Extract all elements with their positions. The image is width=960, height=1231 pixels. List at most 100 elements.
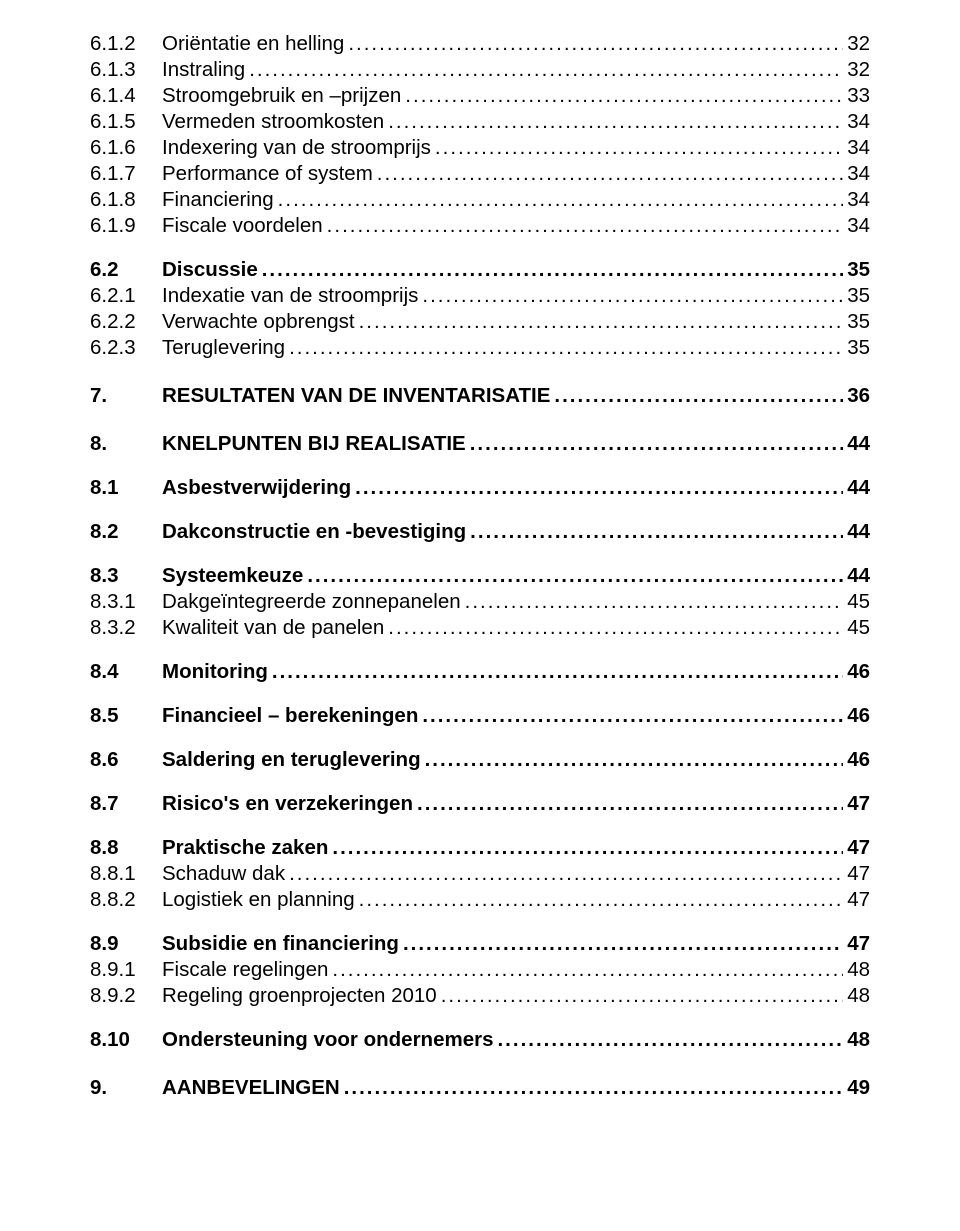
- toc-entry-label: RESULTATEN VAN DE INVENTARISATIE: [162, 384, 554, 408]
- toc-entry-label: Indexering van de stroomprijs: [162, 136, 435, 160]
- toc-entry-number: 8.9.2: [90, 984, 162, 1008]
- toc-leader-dots: [272, 660, 843, 684]
- toc-entry-label: Fiscale voordelen: [162, 214, 327, 238]
- toc-leader-dots: [554, 384, 843, 408]
- toc-entry-label: Regeling groenprojecten 2010: [162, 984, 441, 1008]
- toc-entry-label: Instraling: [162, 58, 249, 82]
- toc-entry-page: 47: [843, 836, 870, 860]
- toc-entry-label: Saldering en teruglevering: [162, 748, 425, 772]
- toc-leader-dots: [441, 984, 844, 1008]
- toc-entry-label: Systeemkeuze: [162, 564, 307, 588]
- toc-leader-dots: [332, 958, 843, 982]
- toc-entry: 6.2.1Indexatie van de stroomprijs35: [90, 284, 870, 308]
- toc-entry-page: 45: [843, 616, 870, 640]
- toc-leader-dots: [422, 284, 843, 308]
- toc-entry: 8.9Subsidie en financiering47: [90, 932, 870, 956]
- toc-entry: 6.1.5Vermeden stroomkosten 34: [90, 110, 870, 134]
- toc-entry-page: 48: [843, 958, 870, 982]
- toc-entry-label: Dakgeïntegreerde zonnepanelen: [162, 590, 465, 614]
- toc-entry-label: KNELPUNTEN BIJ REALISATIE: [162, 432, 470, 456]
- toc-entry-number: 8.5: [90, 704, 162, 728]
- toc-leader-dots: [355, 476, 843, 500]
- toc-entry-label: Logistiek en planning: [162, 888, 359, 912]
- toc-entry-number: 8.3.2: [90, 616, 162, 640]
- toc-leader-dots: [262, 258, 843, 282]
- toc-leader-dots: [307, 564, 843, 588]
- toc-entry-page: 35: [843, 258, 870, 282]
- toc-entry-page: 32: [843, 32, 870, 56]
- toc-leader-dots: [405, 84, 843, 108]
- toc-leader-dots: [359, 310, 844, 334]
- toc-entry: 8.10Ondersteuning voor ondernemers48: [90, 1028, 870, 1052]
- toc-entry: 6.1.8Financiering34: [90, 188, 870, 212]
- toc-entry-number: 8.6: [90, 748, 162, 772]
- toc-entry-label: Indexatie van de stroomprijs: [162, 284, 422, 308]
- toc-leader-dots: [470, 520, 843, 544]
- toc-entry: 6.2Discussie35: [90, 258, 870, 282]
- toc-entry: 8.9.1Fiscale regelingen48: [90, 958, 870, 982]
- toc-leader-dots: [289, 336, 843, 360]
- toc-entry-label: Kwaliteit van de panelen: [162, 616, 388, 640]
- toc-entry-page: 44: [843, 564, 870, 588]
- toc-entry: 6.1.6Indexering van de stroomprijs34: [90, 136, 870, 160]
- toc-entry-label: Monitoring: [162, 660, 272, 684]
- toc-leader-dots: [359, 888, 844, 912]
- toc-entry: 8.8.1Schaduw dak47: [90, 862, 870, 886]
- toc-entry-label: Subsidie en financiering: [162, 932, 403, 956]
- toc-entry: 6.2.2Verwachte opbrengst35: [90, 310, 870, 334]
- toc-leader-dots: [470, 432, 843, 456]
- toc-entry: 8.7Risico's en verzekeringen47: [90, 792, 870, 816]
- toc-entry-number: 6.1.5: [90, 110, 162, 134]
- toc-entry-number: 6.1.9: [90, 214, 162, 238]
- toc-entry-page: 48: [843, 1028, 870, 1052]
- toc-entry: 6.2.3Teruglevering35: [90, 336, 870, 360]
- toc-entry-label: Performance of system: [162, 162, 377, 186]
- toc-leader-dots: [422, 704, 843, 728]
- toc-entry-label: Dakconstructie en -bevestiging: [162, 520, 470, 544]
- toc-entry-page: 34: [843, 110, 870, 134]
- toc-entry-label: Risico's en verzekeringen: [162, 792, 417, 816]
- toc-leader-dots: [435, 136, 843, 160]
- toc-entry: 8.8Praktische zaken47: [90, 836, 870, 860]
- toc-leader-dots: [278, 188, 844, 212]
- toc-entry-number: 7.: [90, 384, 162, 408]
- toc-entry-number: 8.4: [90, 660, 162, 684]
- toc-entry: 8.9.2Regeling groenprojecten 2010 48: [90, 984, 870, 1008]
- toc-entry-label: Asbestverwijdering: [162, 476, 355, 500]
- toc-entry-number: 6.1.2: [90, 32, 162, 56]
- toc-entry-number: 6.2.1: [90, 284, 162, 308]
- toc-entry-page: 35: [843, 336, 870, 360]
- toc-entry-number: 8.3: [90, 564, 162, 588]
- toc-leader-dots: [388, 616, 843, 640]
- toc-entry: 6.1.9Fiscale voordelen34: [90, 214, 870, 238]
- toc-entry-number: 8.1: [90, 476, 162, 500]
- toc-entry: 9.AANBEVELINGEN49: [90, 1076, 870, 1100]
- toc-entry-label: Vermeden stroomkosten: [162, 110, 388, 134]
- toc-entry-label: Financieel – berekeningen: [162, 704, 422, 728]
- toc-leader-dots: [327, 214, 844, 238]
- toc-entry-label: Schaduw dak: [162, 862, 289, 886]
- toc-entry-number: 8.10: [90, 1028, 162, 1052]
- toc-entry-page: 45: [843, 590, 870, 614]
- toc-entry: 8.8.2Logistiek en planning47: [90, 888, 870, 912]
- toc-entry: 8.4Monitoring 46: [90, 660, 870, 684]
- toc-entry-page: 33: [843, 84, 870, 108]
- toc-entry-page: 48: [843, 984, 870, 1008]
- toc-entry-number: 6.1.8: [90, 188, 162, 212]
- toc-entry-number: 6.2: [90, 258, 162, 282]
- toc-entry-page: 34: [843, 136, 870, 160]
- toc-entry-number: 8.: [90, 432, 162, 456]
- toc-entry: 6.1.3Instraling32: [90, 58, 870, 82]
- toc-entry: 8.3.1Dakgeïntegreerde zonnepanelen45: [90, 590, 870, 614]
- toc-entry-page: 46: [843, 660, 870, 684]
- toc-entry-number: 8.7: [90, 792, 162, 816]
- toc-leader-dots: [497, 1028, 843, 1052]
- toc-entry-label: Stroomgebruik en –prijzen: [162, 84, 405, 108]
- toc-leader-dots: [249, 58, 843, 82]
- toc-leader-dots: [289, 862, 843, 886]
- toc-entry-page: 44: [843, 432, 870, 456]
- toc-entry-number: 8.9.1: [90, 958, 162, 982]
- table-of-contents: 6.1.2Oriëntatie en helling326.1.3Instral…: [90, 32, 870, 1100]
- toc-entry-number: 8.9: [90, 932, 162, 956]
- toc-entry-page: 46: [843, 748, 870, 772]
